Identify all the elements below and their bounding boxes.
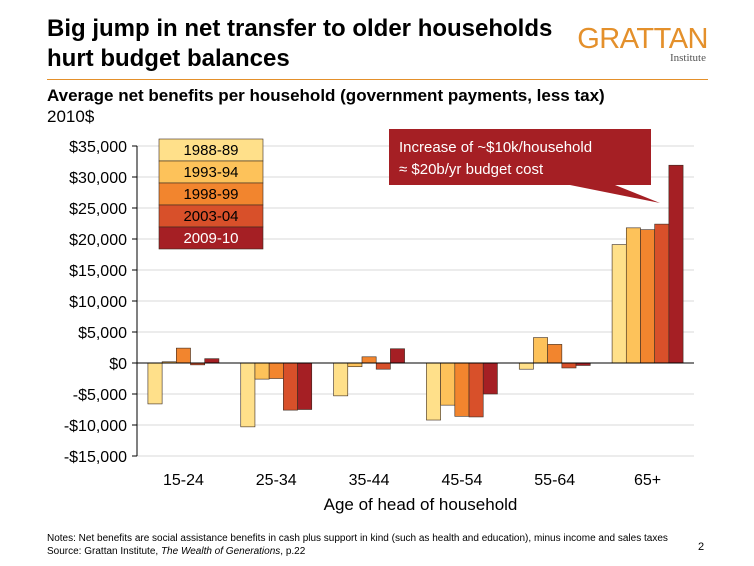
bar-2003-04-45-54 [468,362,484,418]
annotation-callout: Increase of ~$10k/household ≈ $20b/yr bud… [389,129,660,203]
bar-1993-94-65+ [625,227,641,364]
bar-1993-94-25-34 [254,362,270,380]
y-tick-label: $25,000 [69,201,127,218]
bar-1988-89-35-44 [333,362,349,397]
chart-unit: 2010$ [47,107,95,126]
legend-swatch [158,226,264,250]
bar-1988-89-45-54 [426,362,441,421]
y-tick-label: $35,000 [69,139,127,156]
callout-box [389,129,651,185]
source-line: Source: Grattan Institute, The Wealth of… [47,545,668,558]
legend-label: 1993-94 [183,164,238,181]
bar-2003-04-55-64 [561,362,577,369]
legend-label: 2009-10 [183,230,238,247]
page-number: 2 [698,541,705,553]
y-tick-label: $20,000 [69,232,127,249]
legend-label: 1998-99 [183,186,238,203]
callout-line-1: Increase of ~$10k/household [399,139,592,156]
source-title: The Wealth of Generations [160,546,281,557]
x-tick-label: 45-54 [441,472,482,489]
axes: $35,000 $30,000 $25,000 $20,000 $15,000 $10,0… [64,139,694,514]
bar-1993-94-35-44 [347,362,363,368]
bar-1998-99-45-54 [454,362,470,417]
legend-label: 1988-89 [183,142,238,159]
y-tick-label: $30,000 [69,170,127,187]
x-tick-label: 35-44 [349,472,390,489]
bar-1988-89-55-64 [518,362,534,370]
legend-label: 2003-04 [183,208,238,225]
bars [147,164,684,428]
bar-2009-10-15-24 [204,358,220,364]
bar-2003-04-35-44 [375,362,391,370]
bar-1988-89-25-34 [240,362,256,428]
footnotes: Notes: Net benefits are social assistanc… [47,532,668,558]
bar-1998-99-15-24 [176,347,191,364]
x-tick-label: 65+ [634,472,661,489]
bar-1998-99-55-64 [547,344,563,364]
bar-2009-10-25-34 [297,362,313,410]
y-tick-label: -$10,000 [64,418,127,435]
bar-1998-99-25-34 [268,362,284,379]
logo-subtext: Institute [669,52,706,64]
bar-1998-99-65+ [640,229,655,364]
bar-1998-99-35-44 [361,356,377,364]
bar-1993-94-45-54 [440,362,456,406]
callout-line-2: ≈ $20b/yr budget cost [399,161,544,178]
x-tick-label: 25-34 [256,472,297,489]
bar-2009-10-35-44 [390,348,405,364]
bar-2009-10-65+ [668,164,684,364]
page-title: Big jump in net transfer to older househ… [47,15,553,72]
bar-2009-10-45-54 [482,362,498,395]
y-tick-label: $10,000 [69,294,127,311]
y-tick-label: -$5,000 [73,387,127,404]
y-tick-label: $15,000 [69,263,127,280]
source-prefix: Source: Grattan Institute, [47,546,161,557]
bar-2003-04-25-34 [283,362,298,411]
bar-1988-89-15-24 [147,362,163,405]
logo-wordmark: GRATTAN [577,23,708,55]
x-tick-label: 55-64 [534,472,575,489]
source-suffix: , p.22 [280,546,306,557]
y-tick-label: $0 [109,356,127,373]
notes-text: Notes: Net benefits are social assistanc… [47,533,668,544]
chart-title: Average net benefits per household (gove… [47,86,605,105]
y-tick-label: $5,000 [78,325,127,342]
bar-1993-94-55-64 [533,337,548,364]
bar-2003-04-65+ [654,223,670,364]
header-divider [47,79,708,80]
x-tick-label: 15-24 [163,472,204,489]
y-tick-label: -$15,000 [64,449,127,466]
legend: 1988-89 1993-94 1998-99 2003-04 2009-10 [158,138,264,250]
x-axis-title: Age of head of household [324,495,518,514]
bar-1988-89-65+ [611,244,627,364]
grattan-logo: GRATTAN Institute [577,24,708,64]
callout-pointer [560,183,660,203]
